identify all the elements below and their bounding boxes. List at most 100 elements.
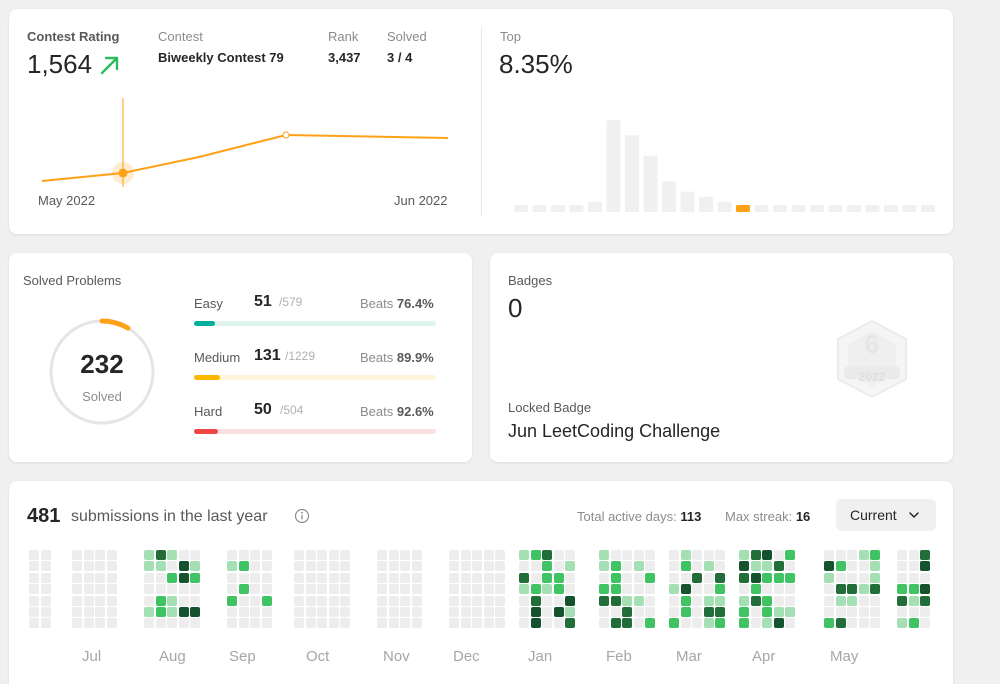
heatmap-day-cell[interactable] bbox=[328, 618, 339, 629]
heatmap-day-cell[interactable] bbox=[106, 618, 117, 629]
heatmap-day-cell[interactable] bbox=[472, 595, 482, 606]
heatmap-day-cell[interactable] bbox=[106, 550, 117, 560]
heatmap-day-cell[interactable] bbox=[227, 595, 237, 606]
heatmap-day-cell[interactable] bbox=[773, 561, 784, 572]
histogram-bar[interactable] bbox=[828, 205, 843, 212]
heatmap-day-cell[interactable] bbox=[750, 561, 761, 572]
heatmap-day-cell[interactable] bbox=[190, 607, 200, 617]
histogram-bar[interactable] bbox=[643, 155, 658, 212]
heatmap-day-cell[interactable] bbox=[155, 561, 166, 572]
heatmap-day-cell[interactable] bbox=[835, 584, 846, 595]
heatmap-day-cell[interactable] bbox=[178, 561, 189, 572]
heatmap-day-cell[interactable] bbox=[824, 550, 834, 560]
heatmap-day-cell[interactable] bbox=[622, 572, 632, 583]
histogram-bar[interactable] bbox=[791, 205, 806, 212]
heatmap-day-cell[interactable] bbox=[908, 618, 919, 629]
heatmap-day-cell[interactable] bbox=[400, 561, 410, 572]
heatmap-day-cell[interactable] bbox=[750, 550, 761, 560]
heatmap-day-cell[interactable] bbox=[294, 595, 304, 606]
histogram-bar[interactable] bbox=[847, 205, 861, 212]
heatmap-day-cell[interactable] bbox=[238, 607, 249, 617]
heatmap-day-cell[interactable] bbox=[340, 550, 350, 560]
heatmap-day-cell[interactable] bbox=[622, 607, 632, 617]
heatmap-day-cell[interactable] bbox=[565, 607, 575, 617]
heatmap-day-cell[interactable] bbox=[238, 550, 249, 560]
heatmap-day-cell[interactable] bbox=[155, 595, 166, 606]
contest-point[interactable] bbox=[282, 131, 290, 139]
heatmap-day-cell[interactable] bbox=[227, 607, 237, 617]
heatmap-day-cell[interactable] bbox=[294, 572, 304, 583]
heatmap-day-cell[interactable] bbox=[610, 618, 621, 629]
heatmap-day-cell[interactable] bbox=[824, 595, 834, 606]
heatmap-day-cell[interactable] bbox=[155, 584, 166, 595]
info-icon[interactable] bbox=[294, 508, 310, 524]
heatmap-day-cell[interactable] bbox=[167, 595, 177, 606]
heatmap-day-cell[interactable] bbox=[633, 595, 644, 606]
heatmap-day-cell[interactable] bbox=[897, 550, 907, 560]
heatmap-day-cell[interactable] bbox=[599, 595, 609, 606]
heatmap-day-cell[interactable] bbox=[565, 550, 575, 560]
heatmap-day-cell[interactable] bbox=[72, 618, 82, 629]
heatmap-day-cell[interactable] bbox=[610, 595, 621, 606]
heatmap-day-cell[interactable] bbox=[530, 550, 541, 560]
heatmap-day-cell[interactable] bbox=[472, 607, 482, 617]
heatmap-day-cell[interactable] bbox=[824, 561, 834, 572]
heatmap-day-cell[interactable] bbox=[388, 618, 399, 629]
heatmap-day-cell[interactable] bbox=[565, 595, 575, 606]
heatmap-day-cell[interactable] bbox=[294, 550, 304, 560]
heatmap-day-cell[interactable] bbox=[703, 607, 714, 617]
heatmap-day-cell[interactable] bbox=[750, 584, 761, 595]
heatmap-day-cell[interactable] bbox=[692, 618, 702, 629]
heatmap-day-cell[interactable] bbox=[238, 572, 249, 583]
locked-badge-name[interactable]: Jun LeetCoding Challenge bbox=[508, 421, 721, 441]
heatmap-day-cell[interactable] bbox=[388, 607, 399, 617]
heatmap-day-cell[interactable] bbox=[599, 572, 609, 583]
heatmap-day-cell[interactable] bbox=[739, 595, 749, 606]
heatmap-day-cell[interactable] bbox=[633, 550, 644, 560]
heatmap-day-cell[interactable] bbox=[553, 550, 564, 560]
heatmap-day-cell[interactable] bbox=[785, 572, 795, 583]
heatmap-day-cell[interactable] bbox=[472, 561, 482, 572]
heatmap-day-cell[interactable] bbox=[190, 584, 200, 595]
heatmap-day-cell[interactable] bbox=[773, 618, 784, 629]
heatmap-day-cell[interactable] bbox=[920, 561, 930, 572]
heatmap-day-cell[interactable] bbox=[72, 572, 82, 583]
heatmap-day-cell[interactable] bbox=[227, 550, 237, 560]
heatmap-day-cell[interactable] bbox=[83, 561, 94, 572]
heatmap-day-cell[interactable] bbox=[294, 607, 304, 617]
heatmap-day-cell[interactable] bbox=[294, 584, 304, 595]
heatmap-day-cell[interactable] bbox=[449, 607, 459, 617]
heatmap-day-cell[interactable] bbox=[645, 572, 655, 583]
heatmap-day-cell[interactable] bbox=[773, 572, 784, 583]
heatmap-day-cell[interactable] bbox=[715, 595, 725, 606]
heatmap-day-cell[interactable] bbox=[317, 584, 327, 595]
heatmap-day-cell[interactable] bbox=[824, 607, 834, 617]
heatmap-day-cell[interactable] bbox=[95, 595, 105, 606]
heatmap-day-cell[interactable] bbox=[565, 584, 575, 595]
heatmap-day-cell[interactable] bbox=[530, 607, 541, 617]
heatmap-day-cell[interactable] bbox=[920, 572, 930, 583]
heatmap-day-cell[interactable] bbox=[785, 561, 795, 572]
heatmap-day-cell[interactable] bbox=[460, 607, 471, 617]
heatmap-day-cell[interactable] bbox=[897, 618, 907, 629]
heatmap-day-cell[interactable] bbox=[388, 584, 399, 595]
heatmap-day-cell[interactable] bbox=[250, 607, 260, 617]
heatmap-day-cell[interactable] bbox=[483, 595, 494, 606]
heatmap-day-cell[interactable] bbox=[72, 561, 82, 572]
heatmap-day-cell[interactable] bbox=[645, 607, 655, 617]
heatmap-day-cell[interactable] bbox=[328, 550, 339, 560]
heatmap-day-cell[interactable] bbox=[317, 618, 327, 629]
heatmap-day-cell[interactable] bbox=[178, 595, 189, 606]
heatmap-day-cell[interactable] bbox=[565, 572, 575, 583]
heatmap-day-cell[interactable] bbox=[155, 550, 166, 560]
heatmap-day-cell[interactable] bbox=[622, 618, 632, 629]
heatmap-day-cell[interactable] bbox=[95, 561, 105, 572]
heatmap-day-cell[interactable] bbox=[190, 572, 200, 583]
heatmap-day-cell[interactable] bbox=[328, 572, 339, 583]
heatmap-day-cell[interactable] bbox=[739, 618, 749, 629]
heatmap-day-cell[interactable] bbox=[920, 595, 930, 606]
heatmap-day-cell[interactable] bbox=[388, 572, 399, 583]
heatmap-day-cell[interactable] bbox=[388, 595, 399, 606]
heatmap-day-cell[interactable] bbox=[317, 595, 327, 606]
heatmap-day-cell[interactable] bbox=[553, 572, 564, 583]
